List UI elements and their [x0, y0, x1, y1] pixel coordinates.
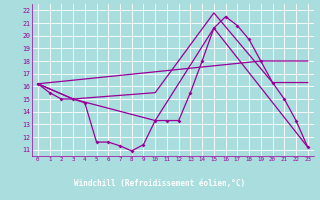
Text: Windchill (Refroidissement éolien,°C): Windchill (Refroidissement éolien,°C) — [75, 179, 245, 188]
